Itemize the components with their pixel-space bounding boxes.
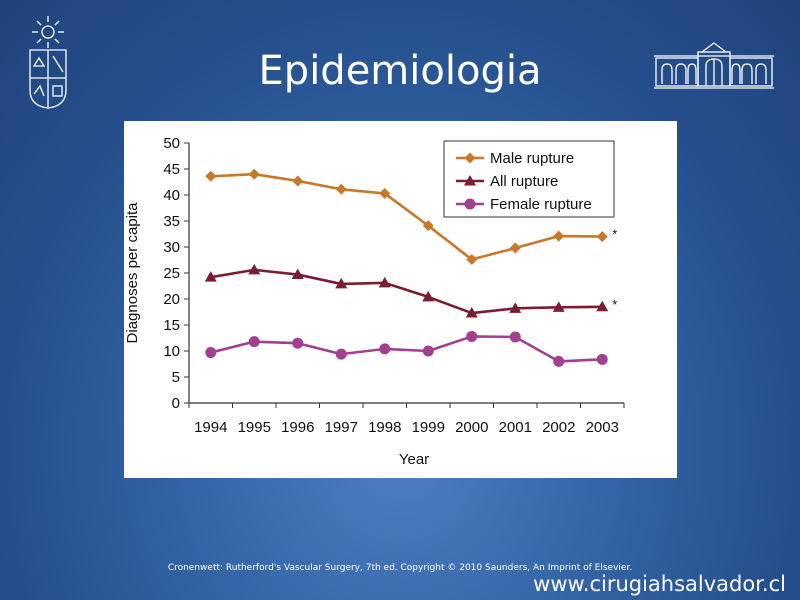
line-chart: 0 5 10 15 20 25 30 35 40 45 50 1994 1995 1996 1997 1998… bbox=[124, 135, 625, 468]
data-point bbox=[466, 330, 478, 342]
y-tick-label: 15 bbox=[163, 317, 180, 334]
data-point bbox=[553, 230, 565, 242]
data-point bbox=[248, 263, 261, 275]
website-url: www.cirugiahsalvador.cl bbox=[533, 572, 786, 596]
data-point bbox=[292, 337, 304, 349]
data-point bbox=[596, 231, 608, 243]
y-tick-label: 10 bbox=[163, 343, 180, 360]
data-point bbox=[291, 268, 304, 280]
series-male-rupture: * bbox=[205, 168, 617, 265]
citation-caption: Cronenwett: Rutherford's Vascular Surger… bbox=[167, 563, 633, 573]
series-line bbox=[210, 335, 603, 363]
data-point bbox=[335, 277, 348, 289]
data-point bbox=[205, 170, 217, 182]
series-annotation: * bbox=[612, 227, 617, 242]
legend-marker bbox=[464, 175, 476, 186]
data-point bbox=[248, 336, 260, 348]
data-point bbox=[205, 347, 217, 359]
series-female-rupture bbox=[205, 330, 608, 367]
data-point bbox=[422, 220, 434, 232]
data-point bbox=[335, 348, 347, 360]
legend-label: Female rupture bbox=[490, 196, 592, 213]
data-point bbox=[465, 307, 478, 318]
y-tick-label: 20 bbox=[163, 291, 180, 308]
y-tick-label: 5 bbox=[172, 369, 180, 386]
x-tick-label: 2000 bbox=[455, 419, 488, 436]
data-point bbox=[553, 355, 565, 367]
data-point bbox=[248, 168, 260, 180]
data-point bbox=[379, 343, 391, 355]
x-tick-label: 1995 bbox=[238, 419, 271, 436]
legend-label: All rupture bbox=[490, 173, 558, 190]
series-all-rupture: * bbox=[204, 263, 617, 318]
y-tick-label: 40 bbox=[163, 187, 180, 204]
data-point bbox=[379, 187, 391, 199]
y-tick-label: 25 bbox=[163, 265, 180, 282]
x-tick-label: 2003 bbox=[586, 419, 619, 436]
x-tick-label: 1997 bbox=[325, 419, 358, 436]
x-axis-label: Year bbox=[399, 451, 429, 468]
data-point bbox=[552, 301, 565, 312]
chart-legend: Male rupture All rupture Female rupture bbox=[443, 140, 615, 218]
x-tick-label: 2002 bbox=[542, 419, 575, 436]
legend-label: Male rupture bbox=[490, 150, 574, 167]
slide-title: Epidemiologia bbox=[258, 48, 542, 94]
data-point bbox=[204, 271, 217, 282]
x-tick-label: 1994 bbox=[194, 419, 227, 436]
series-line bbox=[210, 268, 603, 315]
y-tick-label: 30 bbox=[163, 239, 180, 256]
y-tick-label: 45 bbox=[163, 161, 180, 178]
x-tick-label: 1996 bbox=[281, 419, 314, 436]
data-point bbox=[378, 276, 391, 288]
data-point bbox=[422, 345, 434, 357]
data-point bbox=[335, 183, 347, 195]
chart-panel: 0 5 10 15 20 25 30 35 40 45 50 1994 1995 1996 1997 1998… bbox=[124, 121, 677, 478]
chart-axes: 0 5 10 15 20 25 30 35 40 45 50 1994 1995 1996 1997 1998… bbox=[163, 135, 625, 436]
series-annotation: * bbox=[612, 297, 617, 312]
x-tick-label: 2001 bbox=[499, 419, 532, 436]
data-point bbox=[596, 300, 609, 312]
data-point bbox=[509, 242, 521, 254]
y-axis-label: Diagnoses per capita bbox=[124, 202, 141, 344]
y-tick-label: 35 bbox=[163, 213, 180, 230]
university-seal-logo bbox=[29, 16, 67, 109]
data-point bbox=[292, 175, 304, 187]
y-tick-label: 50 bbox=[163, 135, 180, 152]
data-point bbox=[596, 353, 608, 365]
hospital-building-logo bbox=[654, 42, 774, 89]
x-tick-label: 1998 bbox=[368, 419, 401, 436]
data-point bbox=[509, 331, 521, 343]
chart-series: ** bbox=[204, 168, 617, 367]
legend-marker bbox=[464, 198, 476, 210]
data-point bbox=[422, 290, 435, 302]
x-tick-label: 1999 bbox=[412, 419, 445, 436]
y-tick-label: 0 bbox=[172, 395, 180, 412]
data-point bbox=[509, 302, 522, 313]
legend-marker bbox=[464, 152, 476, 164]
series-line bbox=[210, 172, 603, 261]
